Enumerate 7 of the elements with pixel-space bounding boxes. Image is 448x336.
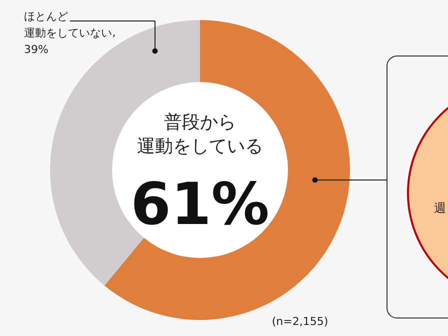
text: 週 (434, 201, 446, 215)
text: (n=2,155) (272, 315, 328, 328)
slice-label: 普段から運動をしている (137, 112, 263, 157)
text: , (112, 26, 116, 39)
data-label: 39% (24, 43, 48, 56)
data-label: 61% (130, 170, 270, 238)
slice-label: ほとんど運動をしていない (24, 10, 112, 40)
